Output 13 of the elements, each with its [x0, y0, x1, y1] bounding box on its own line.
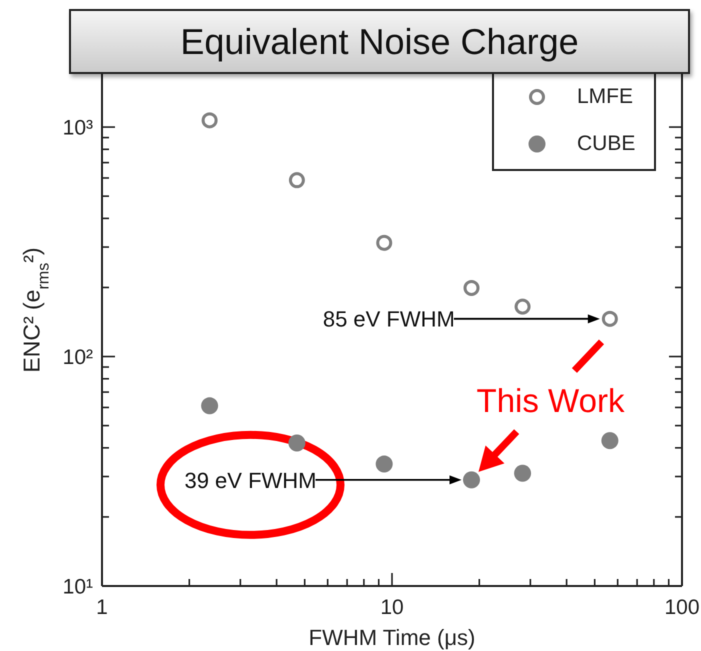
y-tick-label: 10² — [62, 346, 93, 369]
annotation: 39 eV FWHM — [184, 468, 317, 493]
annotation: This Work — [476, 382, 625, 419]
y-tick-label: 10³ — [62, 116, 93, 140]
annotation: 85 eV FWHM — [322, 306, 455, 332]
x-tick-label: 1 — [96, 596, 108, 619]
x-tick-label: 10 — [380, 596, 404, 619]
x-tick-label: 100 — [664, 596, 700, 619]
chart-title: Equivalent Noise Charge — [180, 20, 579, 62]
y-tick-label: 10¹ — [62, 575, 93, 598]
x-axis-title: FWHM Time (μs) — [308, 624, 476, 650]
legend-label: LMFE — [577, 84, 634, 108]
legend-label: CUBE — [577, 132, 636, 156]
